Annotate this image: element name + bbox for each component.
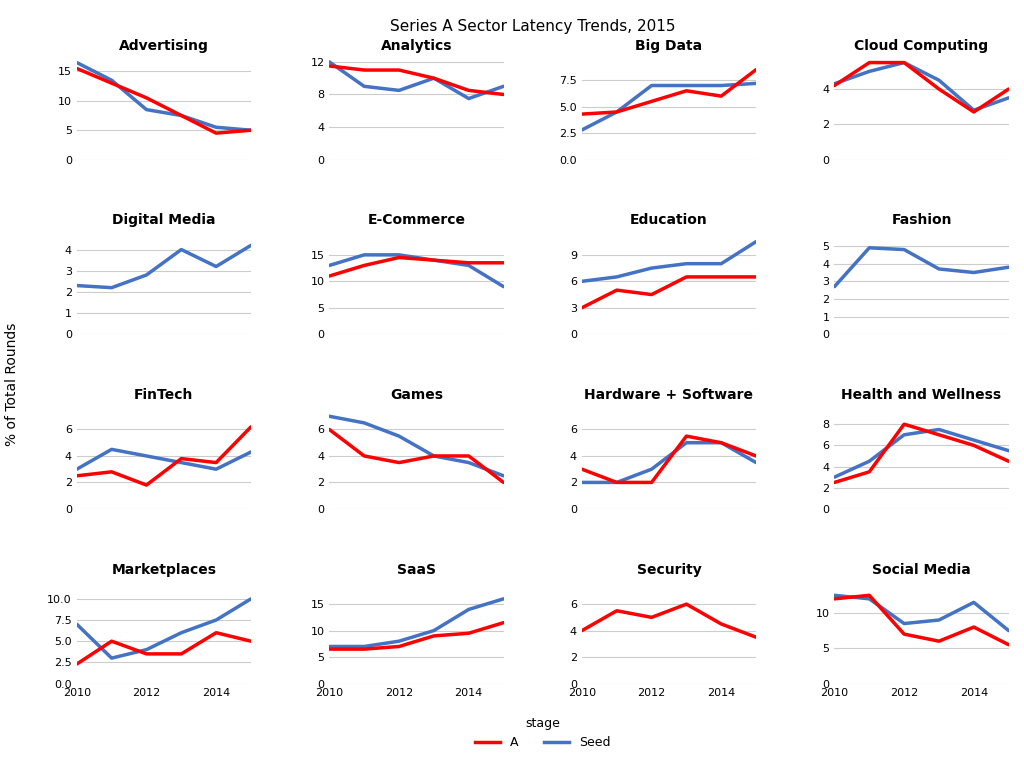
Title: Education: Education [630,214,708,227]
Text: % of Total Rounds: % of Total Rounds [5,323,19,445]
Title: Marketplaces: Marketplaces [112,562,216,577]
Title: E-Commerce: E-Commerce [368,214,466,227]
Title: Cloud Computing: Cloud Computing [854,38,988,52]
Title: Security: Security [637,562,701,577]
Title: Advertising: Advertising [119,38,209,52]
Title: Social Media: Social Media [872,562,971,577]
Text: Series A Sector Latency Trends, 2015: Series A Sector Latency Trends, 2015 [390,19,675,35]
Title: Hardware + Software: Hardware + Software [585,388,754,402]
Title: Fashion: Fashion [891,214,951,227]
Title: Health and Wellness: Health and Wellness [842,388,1001,402]
Title: Games: Games [390,388,443,402]
Title: FinTech: FinTech [134,388,194,402]
Title: Digital Media: Digital Media [113,214,216,227]
Title: SaaS: SaaS [397,562,436,577]
Title: Analytics: Analytics [381,38,453,52]
Legend: A, Seed: A, Seed [470,712,615,754]
Title: Big Data: Big Data [636,38,702,52]
